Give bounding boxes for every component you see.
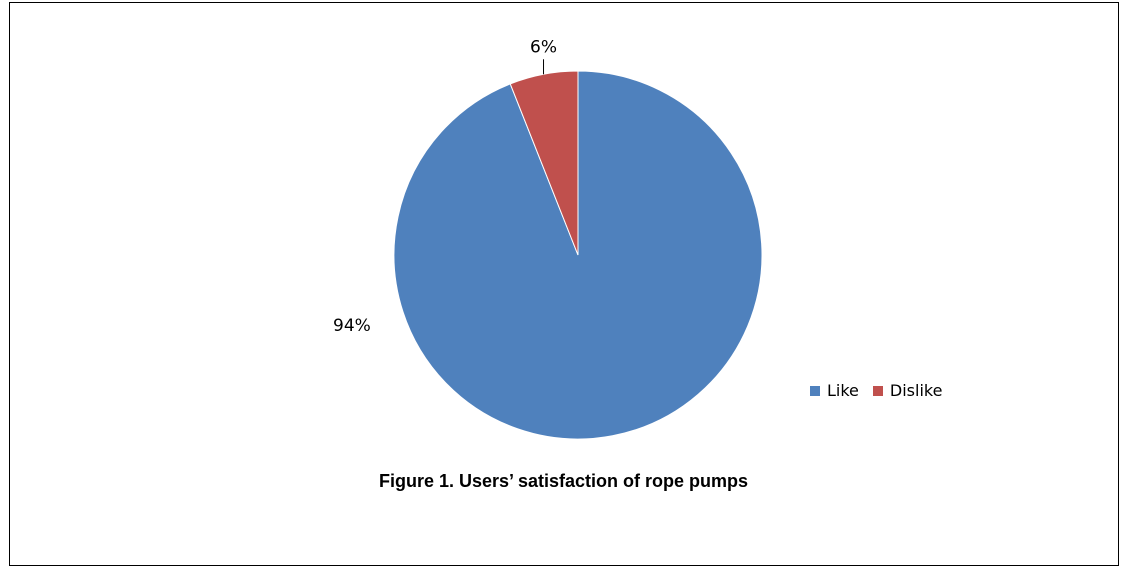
legend-swatch-dislike [872,385,883,396]
data-label-like: 94% [333,316,371,336]
legend-item-like: Like [810,381,859,400]
figure-caption: Figure 1. Users’ satisfaction of rope pu… [378,471,749,491]
legend-label-dislike: Dislike [889,381,943,400]
legend-swatch-like [810,385,820,396]
data-label-dislike: 6% [530,37,557,57]
legend-label-like: Like [827,381,859,400]
pie-slice-dislike [509,70,579,256]
legend: Like Dislike [810,381,942,400]
legend-item-dislike: Dislike [872,381,943,400]
